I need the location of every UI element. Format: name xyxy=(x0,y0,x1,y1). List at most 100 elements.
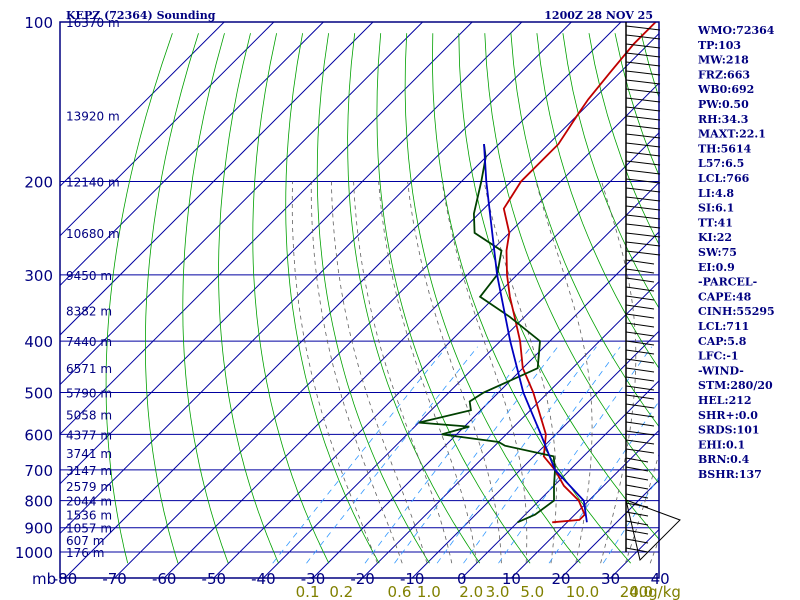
isotherm xyxy=(511,429,659,578)
wind-barb xyxy=(625,214,661,220)
wind-barb xyxy=(625,520,649,526)
wind-barb xyxy=(625,79,661,85)
mixing-ratio-label: 0.2 xyxy=(329,583,353,600)
moist-adiabat xyxy=(353,181,453,564)
mixing-ratio-line xyxy=(272,346,447,564)
height-label: 1057 m xyxy=(66,522,112,536)
dry-adiabat xyxy=(252,33,330,564)
temp-tick: -10 xyxy=(400,570,425,588)
index-line: BSHR:137 xyxy=(698,468,762,481)
dry-adiabat xyxy=(431,33,632,564)
wind-barb xyxy=(625,241,661,247)
isotherm xyxy=(64,22,622,578)
index-line: BRN:0.4 xyxy=(698,453,750,466)
temp-tick: -30 xyxy=(301,570,326,588)
dry-adiabat xyxy=(458,33,659,540)
temp-tick: 20 xyxy=(551,570,570,588)
moist-adiabat xyxy=(600,181,637,564)
wind-barb xyxy=(625,529,649,535)
index-line: KI:22 xyxy=(698,231,732,244)
wind-barb xyxy=(625,160,661,166)
wind-barb xyxy=(625,367,655,373)
plot-frame xyxy=(59,21,660,579)
index-line: TH:5614 xyxy=(698,142,752,155)
wind-barb xyxy=(625,70,661,76)
index-line: SHR+:0.0 xyxy=(698,409,758,422)
wind-barb xyxy=(625,142,661,148)
temp-tick: -60 xyxy=(152,570,177,588)
wind-barb xyxy=(625,376,655,382)
dry-adiabat xyxy=(536,33,659,370)
dry-adiabat xyxy=(316,33,430,564)
mixing-ratio-label: 5.0 xyxy=(520,583,544,600)
pressure-label: 100 xyxy=(24,14,53,32)
wind-barb xyxy=(625,232,661,238)
index-line: WB0:692 xyxy=(697,83,754,96)
wind-barb xyxy=(625,151,661,157)
height-label: 5058 m xyxy=(66,408,112,422)
wind-barb xyxy=(625,115,661,121)
wind-barb xyxy=(625,412,655,418)
pressure-label: 700 xyxy=(24,462,53,480)
dry-adiabat xyxy=(218,33,279,564)
height-label: 8382 m xyxy=(66,304,112,318)
dry-adiabat xyxy=(484,33,659,484)
chart-title: KEPZ (72364) Sounding xyxy=(66,9,216,22)
temp-tick: -70 xyxy=(102,570,127,588)
index-line: CINH:55295 xyxy=(698,305,775,318)
mixing-ratio-label: 0.1 xyxy=(296,583,320,600)
isotherm xyxy=(213,132,659,578)
height-label: 176 m xyxy=(66,546,104,560)
wind-barb xyxy=(625,124,661,130)
pressure-label: 500 xyxy=(24,384,53,402)
temp-tick: 0 xyxy=(457,570,467,588)
pressure-label: 400 xyxy=(24,333,53,351)
index-line: MAXT:22.1 xyxy=(698,128,766,141)
isotherm xyxy=(60,22,374,336)
height-label: 13920 m xyxy=(66,109,120,123)
temp-tick: 40 xyxy=(651,570,670,588)
height-label: 2579 m xyxy=(66,480,112,494)
wind-barb xyxy=(625,268,655,274)
isotherm xyxy=(163,82,659,578)
height-label: 3147 m xyxy=(66,464,112,478)
isotherm xyxy=(60,22,275,237)
index-line: LFC:-1 xyxy=(698,350,739,363)
mixing-ratio-label: 0.6 xyxy=(388,583,412,600)
height-label: 4377 m xyxy=(66,428,112,442)
wind-barb xyxy=(625,466,649,472)
mixing-ratio-line xyxy=(498,346,653,564)
wind-barb xyxy=(625,403,655,409)
mixing-ratio-line xyxy=(436,346,597,564)
mixing-ratio-line xyxy=(394,346,559,564)
height-label: 5790 m xyxy=(66,386,112,400)
wind-barb xyxy=(625,295,655,301)
wind-barb xyxy=(625,511,649,517)
index-line: PW:0.50 xyxy=(698,98,749,111)
grid-layer xyxy=(60,22,659,578)
isotherm xyxy=(60,22,572,535)
moist-adiabat xyxy=(407,181,502,564)
wind-barb xyxy=(625,205,661,211)
index-line: -PARCEL- xyxy=(698,276,757,289)
moist-adiabat xyxy=(378,181,477,564)
mixing-ratio-line xyxy=(548,400,659,564)
height-label: 607 m xyxy=(66,534,104,548)
wind-barb xyxy=(625,187,661,193)
wind-barb xyxy=(625,475,649,481)
wind-barb xyxy=(625,88,661,94)
height-label: 7440 m xyxy=(66,335,112,349)
index-line: LCL:766 xyxy=(698,172,750,185)
storm-motion-marker xyxy=(625,499,681,561)
wind-barb xyxy=(625,340,655,346)
index-line: EI:0.9 xyxy=(698,261,735,274)
pressure-label: 200 xyxy=(24,174,53,192)
mixing-ratio-label: 2.0 xyxy=(459,583,483,600)
wind-barb xyxy=(625,538,649,544)
wind-barb xyxy=(625,421,655,427)
height-label: 12140 m xyxy=(66,176,120,190)
index-line: STM:280/20 xyxy=(698,379,773,392)
height-label: 16370 m xyxy=(66,16,120,30)
height-label: 6571 m xyxy=(66,362,112,376)
wind-barb xyxy=(625,394,655,400)
